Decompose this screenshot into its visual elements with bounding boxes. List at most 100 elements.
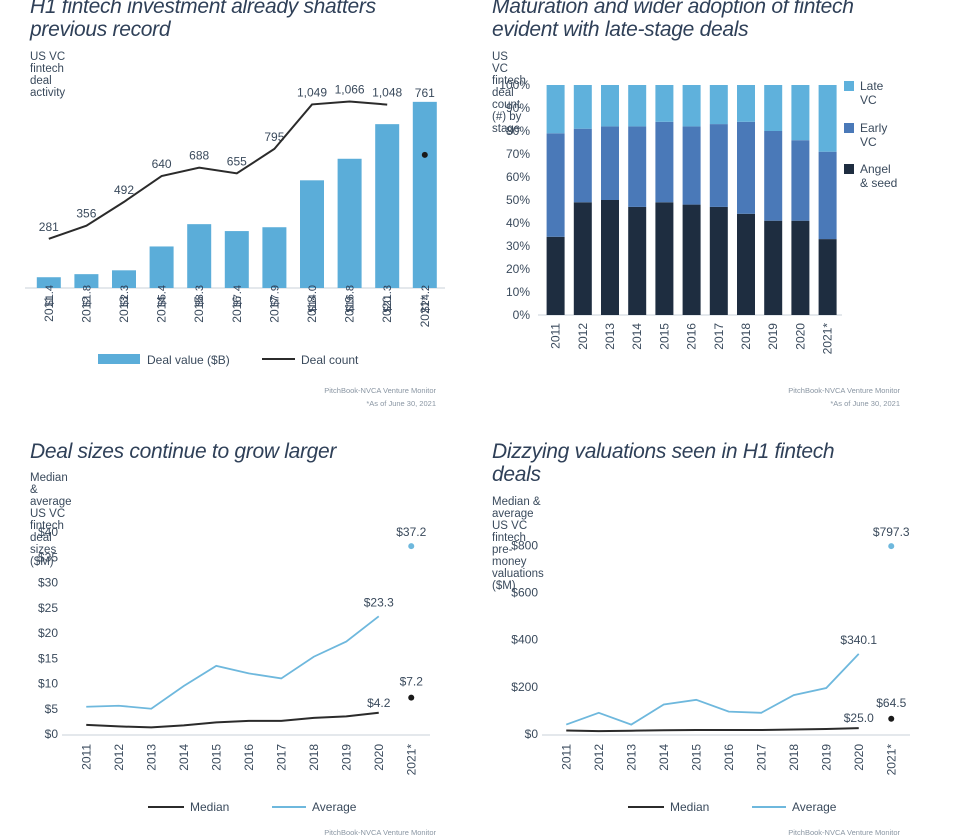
y-tick-label: 70% — [506, 147, 530, 161]
x-tick-label: 2017 — [754, 744, 768, 771]
x-tick-label: 2012 — [592, 744, 606, 771]
bar-deal-value — [36, 277, 61, 288]
deal-sizes-chart: $0 $5 $10 $15 $20 $25 $30 $35 $40 2011 2012 2013 201… — [38, 525, 430, 814]
source-label: PitchBook-NVCA Venture Monitor — [788, 828, 900, 837]
line-value-label: 356 — [76, 207, 96, 221]
bar-segment — [628, 206, 647, 315]
bar-segment — [573, 85, 592, 129]
bar-segment — [546, 133, 565, 237]
legend-swatch — [844, 164, 854, 174]
bar-segment — [764, 220, 783, 315]
legend-swatch — [844, 123, 854, 133]
x-tick-label: 2011 — [549, 323, 563, 349]
panel-subtitle: Median & average US VC fintech deal size… — [30, 472, 72, 568]
x-tick-label: 2015 — [689, 744, 703, 771]
bar-value-label: $24.2 — [420, 285, 432, 313]
bar-deal-value — [149, 246, 174, 288]
line-average — [565, 653, 860, 726]
bar-segment — [818, 239, 837, 315]
bar-value-label: $7.4 — [232, 285, 244, 306]
bar-segment — [791, 85, 810, 141]
line-value-label: 1,049 — [297, 85, 327, 99]
x-tick-label: 2019 — [766, 323, 780, 350]
x-tick-label: 2014 — [155, 296, 169, 323]
y-tick-label: $5 — [45, 702, 59, 716]
line-value-label: 640 — [152, 157, 172, 171]
bar-deal-value — [337, 158, 362, 288]
value-label-median-2020: $4.2 — [367, 696, 391, 710]
bar-segment — [546, 85, 565, 134]
bar-segment — [682, 126, 701, 205]
panel-title: Dizzying valuations seen in H1 fintech d… — [492, 440, 835, 486]
bar-deal-value — [412, 101, 437, 288]
bar-segment — [628, 126, 647, 207]
bar-segment — [709, 85, 728, 125]
x-tick-label: 2021* — [884, 744, 898, 776]
legend-label: Late VC — [860, 79, 884, 107]
bar-segment — [601, 126, 619, 200]
legend-label: Angel & seed — [860, 162, 897, 190]
x-tick-label: 2017 — [267, 296, 281, 323]
bar-value-label: $5.4 — [157, 285, 169, 306]
deal-stage-chart: 0% 10% 20% 30% 40% 50% 60% 70% 80% 90% 100% 2011 201… — [499, 78, 897, 354]
x-tick-label: 2018 — [739, 323, 753, 350]
y-tick-label: $10 — [38, 677, 58, 691]
y-tick-label: $30 — [38, 576, 58, 590]
panel-subtitle: US VC fintech deal count (#) by stage — [492, 51, 526, 135]
x-tick-label: 2018 — [305, 296, 319, 323]
bar-value-label: $2.3 — [119, 285, 131, 306]
bar-deal-value — [300, 180, 324, 288]
legend-label: Early VC — [860, 121, 887, 149]
line-value-label: 492 — [114, 183, 134, 197]
x-tick-label: 2020 — [372, 744, 386, 771]
y-tick-label: 80% — [506, 124, 530, 138]
panel-title: Deal sizes continue to grow larger — [30, 440, 337, 463]
y-tick-label: 60% — [506, 170, 530, 184]
source-label: PitchBook-NVCA Venture Monitor — [788, 386, 900, 395]
bar-segment — [546, 236, 565, 315]
line-deal-count — [48, 100, 388, 240]
bar-segment — [709, 206, 728, 315]
y-tick-label: $35 — [38, 550, 58, 564]
x-tick-label: 2016 — [230, 296, 244, 323]
panel-title: Maturation and wider adoption of fintech… — [492, 0, 854, 41]
line-median — [86, 711, 379, 729]
x-tick-label: 2013 — [624, 744, 638, 771]
line-value-label: 795 — [264, 130, 284, 144]
bar-deal-value — [74, 274, 99, 288]
legend-label: Median — [190, 800, 229, 814]
footnote-label: *As of June 30, 2021 — [830, 399, 900, 408]
legend-swatch — [844, 81, 854, 91]
panel-title: H1 fintech investment already shatters p… — [30, 0, 376, 41]
value-label-median-2021: $7.2 — [400, 675, 424, 689]
legend-label: Average — [792, 800, 837, 814]
x-tick-label: 2013 — [117, 296, 131, 323]
x-tick-label: 2016 — [242, 744, 256, 771]
value-label-average-2020: $23.3 — [364, 595, 394, 609]
bar-value-label: $8.3 — [194, 285, 206, 306]
x-tick-label: 2017 — [274, 744, 288, 771]
x-tick-label: 2015 — [209, 744, 223, 771]
bar-deal-value — [262, 227, 287, 288]
legend-swatch-deal-value — [98, 354, 140, 364]
y-tick-label: $600 — [511, 586, 538, 600]
bar-value-label: $16.8 — [345, 285, 357, 313]
value-label-median-2021: $64.5 — [876, 696, 906, 710]
bar-value-label: $7.9 — [269, 285, 281, 306]
y-tick-label: 100% — [499, 78, 530, 92]
x-tick-label: 2011 — [42, 296, 56, 322]
y-tick-label: $20 — [38, 626, 58, 640]
legend-label: Average — [312, 800, 357, 814]
bar-segment — [764, 85, 783, 131]
line-median — [566, 727, 859, 733]
bar-segment — [764, 131, 783, 221]
bar-segment — [655, 202, 674, 315]
x-tick-label: 2016 — [722, 744, 736, 771]
x-tick-label: 2015 — [192, 296, 206, 323]
bar-segment — [791, 140, 810, 221]
source-label: PitchBook-NVCA Venture Monitor — [324, 828, 436, 837]
x-tick-label: 2021* — [418, 296, 432, 328]
bar-segment — [818, 85, 837, 152]
legend-label: Deal count — [301, 353, 359, 367]
bar-segment — [573, 128, 592, 203]
